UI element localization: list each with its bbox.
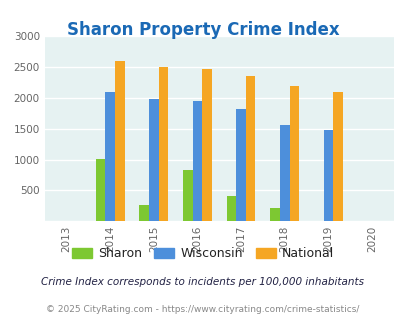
Bar [115, 61, 124, 221]
Bar [279, 125, 289, 221]
Text: © 2025 CityRating.com - https://www.cityrating.com/crime-statistics/: © 2025 CityRating.com - https://www.city… [46, 305, 359, 314]
Bar [323, 130, 333, 221]
Bar [226, 196, 236, 221]
Bar [105, 92, 115, 221]
Text: Sharon Property Crime Index: Sharon Property Crime Index [66, 21, 339, 40]
Legend: Sharon, Wisconsin, National: Sharon, Wisconsin, National [66, 242, 339, 265]
Bar [183, 170, 192, 221]
Bar [149, 99, 158, 221]
Bar [270, 208, 279, 221]
Bar [236, 109, 245, 221]
Bar [333, 92, 342, 221]
Bar [202, 69, 211, 221]
Bar [245, 76, 255, 221]
Bar [96, 159, 105, 221]
Text: Crime Index corresponds to incidents per 100,000 inhabitants: Crime Index corresponds to incidents per… [41, 278, 364, 287]
Bar [192, 101, 202, 221]
Bar [139, 205, 149, 221]
Bar [158, 67, 168, 221]
Bar [289, 86, 298, 221]
